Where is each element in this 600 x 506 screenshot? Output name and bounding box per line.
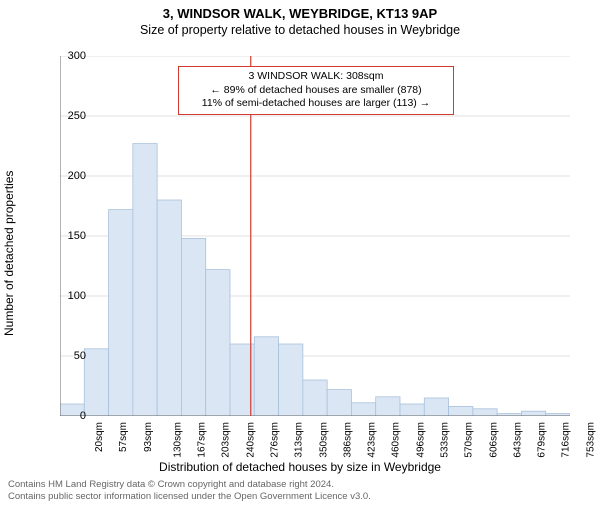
y-axis-label: Number of detached properties — [2, 171, 16, 336]
y-tick-label: 0 — [56, 410, 86, 422]
y-tick-label: 300 — [56, 50, 86, 62]
chart-title: 3, WINDSOR WALK, WEYBRIDGE, KT13 9AP — [0, 6, 600, 21]
x-tick-label: 570sqm — [464, 422, 475, 458]
x-tick-label: 93sqm — [143, 422, 154, 452]
annotation-line1: 3 WINDSOR WALK: 308sqm — [185, 70, 447, 84]
x-tick-label: 276sqm — [270, 422, 281, 458]
annotation-line2: ← 89% of detached houses are smaller (87… — [185, 84, 447, 98]
x-tick-label: 20sqm — [94, 422, 105, 452]
x-tick-label: 386sqm — [342, 422, 353, 458]
x-tick-label: 240sqm — [245, 422, 256, 458]
x-tick-label: 606sqm — [488, 422, 499, 458]
x-tick-label: 423sqm — [367, 422, 378, 458]
plot-area: 3 WINDSOR WALK: 308sqm ← 89% of detached… — [60, 56, 570, 416]
x-tick-label: 350sqm — [318, 422, 329, 458]
chart-subtitle: Size of property relative to detached ho… — [0, 23, 600, 37]
x-tick-label: 716sqm — [561, 422, 572, 458]
x-tick-label: 313sqm — [294, 422, 305, 458]
x-tick-label: 533sqm — [440, 422, 451, 458]
x-tick-label: 753sqm — [585, 422, 596, 458]
annotation-box: 3 WINDSOR WALK: 308sqm ← 89% of detached… — [178, 66, 454, 115]
x-tick-label: 679sqm — [537, 422, 548, 458]
chart-container: 3, WINDSOR WALK, WEYBRIDGE, KT13 9AP Siz… — [0, 6, 600, 506]
y-tick-label: 100 — [56, 290, 86, 302]
footer-line2: Contains public sector information licen… — [8, 491, 371, 502]
footer-line1: Contains HM Land Registry data © Crown c… — [8, 479, 371, 490]
y-tick-label: 150 — [56, 230, 86, 242]
y-tick-label: 250 — [56, 110, 86, 122]
annotation-line3: 11% of semi-detached houses are larger (… — [185, 97, 447, 111]
x-axis-label: Distribution of detached houses by size … — [0, 460, 600, 474]
x-tick-label: 203sqm — [221, 422, 232, 458]
y-tick-label: 50 — [56, 350, 86, 362]
x-tick-label: 57sqm — [118, 422, 129, 452]
x-tick-label: 496sqm — [415, 422, 426, 458]
x-tick-label: 167sqm — [197, 422, 208, 458]
x-tick-label: 460sqm — [391, 422, 402, 458]
x-tick-label: 130sqm — [172, 422, 183, 458]
y-tick-label: 200 — [56, 170, 86, 182]
footer-attribution: Contains HM Land Registry data © Crown c… — [8, 479, 371, 502]
x-tick-label: 643sqm — [512, 422, 523, 458]
